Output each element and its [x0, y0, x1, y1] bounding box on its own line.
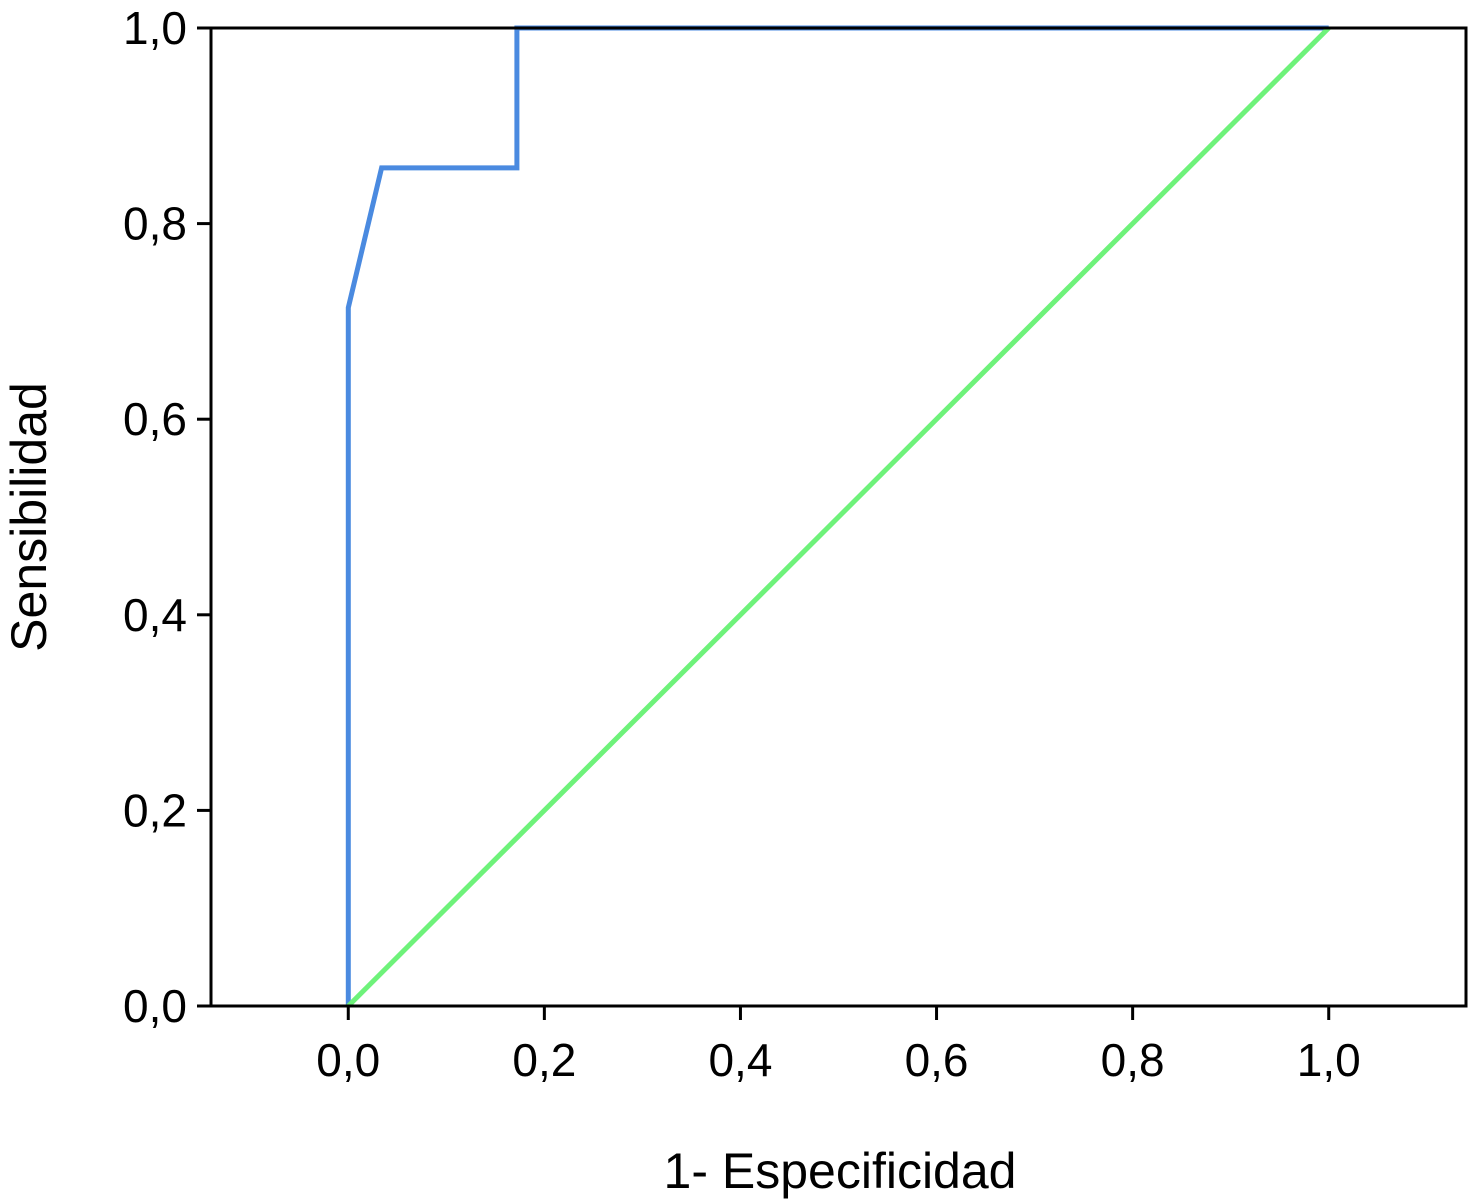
x-tick-label: 0,6	[905, 1034, 969, 1086]
y-tick-label: 1,0	[123, 2, 187, 54]
y-tick-label: 0,4	[123, 589, 187, 641]
x-axis-title: 1- Especificidad	[664, 1143, 1017, 1199]
y-tick-label: 0,2	[123, 784, 187, 836]
y-axis-ticks: 0,0 0,2 0,4 0,6 0,8 1,0	[123, 2, 211, 1032]
plot-frame	[209, 26, 1468, 1008]
y-tick-label: 0,0	[123, 980, 187, 1032]
x-tick-label: 0,0	[316, 1034, 380, 1086]
x-tick-label: 0,4	[708, 1034, 772, 1086]
x-tick-label: 0,2	[512, 1034, 576, 1086]
x-tick-label: 1,0	[1297, 1034, 1361, 1086]
y-tick-label: 0,8	[123, 198, 187, 250]
reference-diagonal-line	[346, 26, 1331, 1008]
y-axis-title: Sensibilidad	[1, 382, 57, 652]
x-axis-ticks: 0,0 0,2 0,4 0,6 0,8 1,0	[316, 1006, 1361, 1086]
series-layer	[345, 25, 1331, 1008]
y-tick-label: 0,6	[123, 393, 187, 445]
x-tick-label: 0,8	[1101, 1034, 1165, 1086]
